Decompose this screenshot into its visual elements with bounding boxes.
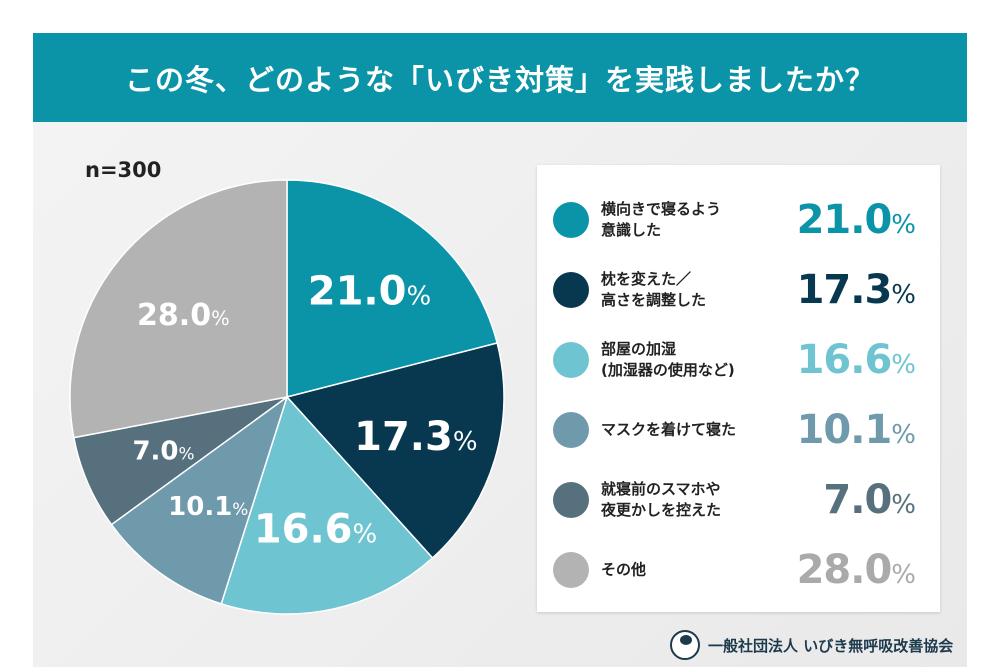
legend-label: 部屋の加湿 (加湿器の使用など) <box>601 340 735 379</box>
legend-label: 枕を変えた／ 高さを調整した <box>601 270 707 309</box>
legend-color-swatch <box>553 552 589 588</box>
slice-data-label: 7.0% <box>132 436 194 466</box>
legend-item: マスクを着けて寝た 10.1% <box>537 400 940 460</box>
chart-title: この冬、どのような「いびき対策」を実践しましたか？ <box>124 62 875 97</box>
legend-value: 28.0% <box>796 547 916 593</box>
sample-size: n=300 <box>85 158 162 182</box>
legend-item: その他 28.0% <box>537 540 940 600</box>
legend-value: 17.3% <box>796 267 916 313</box>
legend-label: 就寝前のスマホや 夜更かしを控えた <box>601 480 722 519</box>
legend: 横向きで寝るよう 意識した 21.0% 枕を変えた／ 高さを調整した 17.3% 部屋の加湿… <box>537 165 940 612</box>
legend-color-swatch <box>553 482 589 518</box>
legend-item: 横向きで寝るよう 意識した 21.0% <box>537 190 940 250</box>
legend-label: マスクを着けて寝た <box>601 420 737 439</box>
footer: 一般社団法人 いびき無呼吸改善協会 <box>670 630 953 660</box>
legend-item: 枕を変えた／ 高さを調整した 17.3% <box>537 260 940 320</box>
legend-color-swatch <box>553 272 589 308</box>
slice-data-label: 10.1% <box>168 492 248 522</box>
pie-slice <box>286 179 499 398</box>
slice-data-label: 28.0% <box>137 298 230 333</box>
legend-color-swatch <box>553 412 589 448</box>
legend-item: 部屋の加湿 (加湿器の使用など) 16.6% <box>537 330 940 390</box>
legend-color-swatch <box>553 202 589 238</box>
legend-value: 10.1% <box>796 407 916 453</box>
pie-slice <box>110 395 289 605</box>
pie-slice <box>285 342 505 560</box>
legend-label: 横向きで寝るよう 意識した <box>601 200 722 239</box>
legend-color-swatch <box>553 342 589 378</box>
pie-slice <box>220 395 434 615</box>
slice-data-label: 16.6% <box>254 506 377 552</box>
slice-data-label: 21.0% <box>308 269 431 315</box>
legend-value: 16.6% <box>796 337 916 383</box>
legend-value: 21.0% <box>796 197 916 243</box>
legend-item: 就寝前のスマホや 夜更かしを控えた 7.0% <box>537 470 940 530</box>
legend-label: その他 <box>601 560 647 579</box>
pie-slice <box>69 179 288 439</box>
organization-name: 一般社団法人 いびき無呼吸改善協会 <box>708 636 954 655</box>
legend-value: 7.0% <box>823 477 916 523</box>
organization-logo-icon <box>670 630 700 660</box>
chart-title-bar: この冬、どのような「いびき対策」を実践しましたか？ <box>33 33 967 122</box>
slice-data-label: 17.3% <box>354 414 477 460</box>
